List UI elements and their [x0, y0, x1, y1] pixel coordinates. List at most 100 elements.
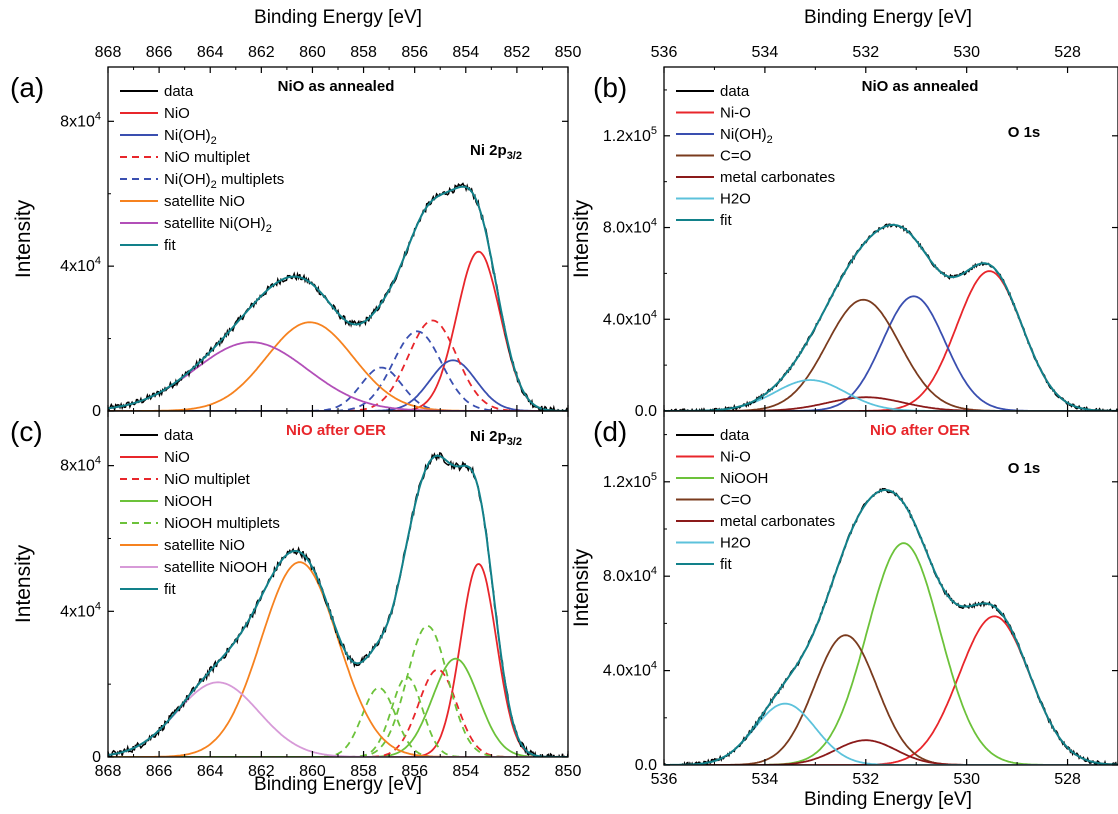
y-tick-mantissa: 4x10 [60, 258, 95, 275]
fit-curve [108, 454, 568, 757]
x-tick-label: 528 [1054, 44, 1081, 61]
x-tick-label: 856 [401, 44, 428, 61]
plot-area [664, 223, 1118, 411]
y-tick-label: 1.2x105 [603, 471, 657, 491]
y-tick-mantissa: 1.2x10 [603, 474, 651, 491]
x-tick-label: 866 [146, 44, 173, 61]
legend-label: Ni(OH)2 [164, 127, 217, 147]
legend-label: H2O [720, 191, 751, 208]
legend-label-text: satellite NiOOH [164, 559, 267, 576]
x-tick-label: 852 [504, 763, 531, 780]
legend-label: metal carbonates [720, 169, 835, 186]
panel-label: (d) [593, 416, 627, 447]
legend-label-text: satellite NiO [164, 193, 245, 210]
legend-label: data [164, 427, 194, 444]
x-tick-label: 536 [651, 771, 678, 788]
x-tick-label: 866 [146, 763, 173, 780]
legend-label: fit [164, 237, 177, 254]
legend-label: fit [720, 556, 733, 573]
panel-d: 536 534 532 530 528 Binding Energy [eV] 0.0 4.0… [570, 410, 1118, 810]
component-curve-niooh [664, 542, 1118, 765]
panel-label: (b) [593, 72, 627, 103]
sample-annotation: NiO as annealed [278, 78, 395, 95]
x-tick-label: 860 [299, 763, 326, 780]
legend-label-text: Ni(OH) [164, 127, 211, 144]
y-tick-mantissa: 0.0 [635, 403, 657, 420]
legend-label: NiOOH [164, 493, 212, 510]
y-tick-label: 8x104 [60, 455, 101, 475]
legend-label-text: data [164, 83, 194, 100]
y-axis-title: Intensity [570, 199, 593, 278]
legend-label: data [720, 83, 750, 100]
plot-area [664, 487, 1118, 765]
region-label: O 1s [1008, 124, 1041, 141]
y-tick-label: 8.0x104 [603, 217, 657, 237]
x-tick-label: 862 [248, 763, 275, 780]
legend-label-text: fit [720, 212, 733, 229]
legend-label-subscript: 2 [767, 134, 773, 146]
legend-label: satellite NiO [164, 537, 245, 554]
legend-label-text: fit [720, 556, 733, 573]
legend-label-text: Ni(OH) [720, 126, 767, 143]
y-tick-label: 4x104 [60, 255, 101, 275]
legend-label-text: Ni-O [720, 105, 751, 122]
x-tick-label: 858 [350, 44, 377, 61]
region-label-subscript: 3/2 [507, 150, 522, 162]
fit-curve [108, 185, 568, 411]
legend-label: data [164, 83, 194, 100]
y-tick-mantissa: 4.0x10 [603, 663, 651, 680]
panel-b: 536 534 532 530 528 Binding Energy [eV] 0.0 4.0… [570, 7, 1118, 420]
component-curve-c-o [664, 634, 1118, 765]
y-tick-mantissa: 8x10 [60, 113, 95, 130]
legend-label: fit [720, 212, 733, 229]
y-tick-mantissa: 8x10 [60, 458, 95, 475]
legend-label: satellite NiOOH [164, 559, 267, 576]
x-axis-title: Binding Energy [eV] [804, 7, 972, 28]
x-tick-label: 868 [95, 44, 122, 61]
legend-label-text: NiO [164, 449, 190, 466]
legend-label-text: Ni(OH) [164, 171, 211, 188]
x-tick-label: 862 [248, 44, 275, 61]
x-tick-label: 854 [452, 44, 479, 61]
legend-label-subscript: 2 [211, 179, 217, 191]
legend-label: Ni(OH)2 multiplets [164, 171, 284, 191]
component-curve-ni-o [664, 270, 1118, 411]
component-curve-ni-o [664, 615, 1118, 765]
x-tick-label: 530 [953, 771, 980, 788]
x-tick-label: 858 [350, 763, 377, 780]
component-curve-niooh [108, 657, 568, 757]
legend-label-subscript: 2 [211, 135, 217, 147]
y-tick-mantissa: 4x10 [60, 603, 95, 620]
region-label: O 1s [1008, 460, 1041, 477]
component-curve-ni-oh-2-multiplet-1 [108, 330, 568, 411]
legend-label-text: satellite Ni(OH) [164, 215, 266, 232]
x-tick-label: 850 [555, 763, 582, 780]
y-tick-mantissa: 8.0x10 [603, 568, 651, 585]
y-tick-mantissa: 0.0 [635, 757, 657, 774]
component-curve-ni-oh-2 [664, 295, 1118, 411]
component-curve-satellite-niooh [108, 681, 568, 757]
legend-label-text: C=O [720, 148, 751, 165]
legend-label: metal carbonates [720, 513, 835, 530]
x-tick-label: 850 [555, 44, 582, 61]
x-tick-label: 854 [452, 763, 479, 780]
legend-label: NiO [164, 449, 190, 466]
x-axis-title: Binding Energy [eV] [804, 789, 972, 810]
fit-curve [664, 223, 1118, 411]
component-curve-metal-carbonates [664, 739, 1118, 765]
component-curve-satellite-ni-oh-2 [108, 341, 568, 411]
x-tick-label: 868 [95, 763, 122, 780]
legend-label-text: data [164, 427, 194, 444]
legend-label-text: metal carbonates [720, 513, 835, 530]
y-tick-label: 8.0x104 [603, 565, 657, 585]
y-tick-label: 4x104 [60, 600, 101, 620]
x-tick-label: 852 [504, 44, 531, 61]
legend-label: NiOOH [720, 470, 768, 487]
x-tick-label: 536 [651, 44, 678, 61]
panel-c: 868 866 864 862 860 858 856 854 852 850 Binding En… [10, 410, 582, 795]
legend-label: C=O [720, 492, 751, 509]
x-tick-label: 860 [299, 44, 326, 61]
legend-label-subscript: 2 [266, 223, 272, 235]
y-tick-label: 4.0x104 [603, 660, 657, 680]
component-curve-nio [108, 250, 568, 411]
